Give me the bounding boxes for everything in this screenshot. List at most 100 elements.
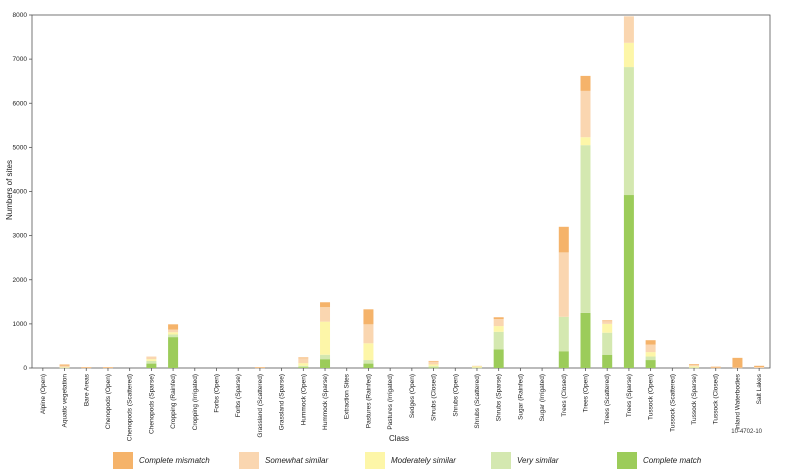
x-tick-label: Forbs (Open)	[214, 374, 221, 413]
bar-segment	[363, 309, 374, 325]
bar-segment	[558, 351, 569, 368]
x-tick-label: Shrubs (Sparse)	[496, 374, 503, 421]
y-tick-label: 5000	[13, 144, 28, 151]
x-tick-label: Inland Waterbodies	[734, 373, 741, 430]
y-tick-label: 8000	[13, 12, 28, 19]
bar-segment	[254, 367, 265, 368]
bar-segment	[493, 349, 504, 368]
legend-item: Somewhat similar	[239, 452, 328, 469]
bar-segment	[580, 75, 591, 91]
figure-code: 10-4702-10	[731, 429, 762, 435]
y-tick-label: 0	[23, 365, 27, 372]
bar-segment	[732, 367, 743, 369]
bar-segment	[59, 367, 70, 369]
legend-label: Moderately similar	[391, 456, 456, 465]
x-axis-ticks: Alpine (Open) Aquatic vegetation Bare Area…	[40, 368, 763, 441]
bar-segment	[168, 324, 179, 330]
x-tick-label: Grassland (Scattered)	[257, 374, 264, 438]
bar-segment	[623, 42, 634, 68]
bar-segment	[580, 90, 591, 138]
bar-segment	[81, 367, 92, 368]
bar-segment	[558, 316, 569, 352]
legend-label: Very similar	[517, 456, 559, 465]
bar-segment	[320, 359, 331, 368]
legend-item: Complete match	[617, 452, 702, 469]
x-tick-label: Trees (Sparse)	[626, 374, 633, 417]
bar-segment	[428, 360, 439, 362]
bar-segment	[298, 367, 309, 368]
bar-segment	[146, 359, 157, 361]
legend-item: Very similar	[491, 452, 559, 469]
legend-item: Complete mismatch	[113, 452, 210, 469]
x-tick-label: Extraction Sites	[344, 373, 351, 419]
bar-segment	[580, 137, 591, 146]
bar-segment	[602, 320, 613, 322]
bar-segment	[102, 367, 113, 368]
bar-segment	[471, 366, 482, 368]
bar-segment	[602, 323, 613, 333]
legend-swatch	[491, 452, 511, 469]
bar-segment	[645, 340, 656, 345]
bar-segment	[645, 356, 656, 361]
legend-label: Somewhat similar	[265, 456, 328, 465]
legend-swatch	[617, 452, 637, 469]
bar-segment	[363, 363, 374, 368]
bar-segment	[754, 367, 765, 368]
bar-segment	[320, 307, 331, 322]
x-tick-label: Tussock (Scattered)	[669, 374, 676, 432]
bar-segment	[558, 226, 569, 253]
bar-segment	[363, 360, 374, 364]
x-tick-label: Cropping (Rainfed)	[170, 374, 177, 429]
x-tick-label: Tussock (Open)	[648, 374, 655, 420]
x-tick-label: Pastures (Rainfed)	[365, 374, 372, 428]
bar-segment	[602, 321, 613, 324]
bar-segment	[363, 343, 374, 361]
bar-segment	[59, 367, 70, 368]
bar-segment	[689, 367, 700, 369]
y-tick-label: 6000	[13, 100, 28, 107]
x-tick-label: Salt Lakes	[756, 373, 763, 404]
y-axis-title: Numbers of sites	[5, 160, 14, 220]
x-tick-label: Trees (Closed)	[561, 374, 568, 417]
y-tick-label: 3000	[13, 233, 28, 240]
bar-segment	[81, 367, 92, 369]
legend-label: Complete mismatch	[139, 456, 210, 465]
legend-swatch	[365, 452, 385, 469]
x-tick-label: Alpine (Open)	[40, 374, 47, 414]
x-tick-label: Shrubs (Open)	[452, 374, 459, 417]
bar-segment	[254, 367, 265, 369]
legend-label: Complete match	[643, 456, 702, 465]
legend-swatch	[239, 452, 259, 469]
x-tick-label: Cropping (Irrigated)	[192, 374, 199, 430]
bar-segment	[298, 365, 309, 368]
bar-segment	[623, 67, 634, 196]
bar-segment	[363, 324, 374, 344]
bar-segment	[471, 365, 482, 367]
bar-segment	[710, 366, 721, 368]
bar-segment	[146, 360, 157, 364]
x-tick-label: Sugar (Rainfed)	[517, 374, 524, 420]
x-axis-title: Class	[389, 434, 409, 443]
bar-segment	[754, 365, 765, 368]
bar-segment	[168, 332, 179, 335]
x-tick-label: Trees (Open)	[583, 374, 590, 412]
bar-segment	[558, 252, 569, 317]
y-tick-label: 2000	[13, 277, 28, 284]
x-tick-label: Pastures (Irrigated)	[387, 374, 394, 430]
bar-segment	[732, 357, 743, 368]
bar-segment	[493, 331, 504, 350]
legend: Complete mismatch Somewhat similar Moderat…	[113, 452, 702, 469]
bar-segment	[428, 367, 439, 369]
bar-segment	[298, 363, 309, 366]
bar-segment	[710, 367, 721, 369]
plot-frame	[31, 14, 771, 369]
bar-segment	[298, 358, 309, 364]
bar-segment	[471, 367, 482, 369]
bar-segment	[623, 195, 634, 368]
x-tick-label: Grassland (Sparse)	[279, 374, 286, 430]
legend-item: Moderately similar	[365, 452, 456, 469]
bar-segment	[102, 367, 113, 369]
plot-area	[31, 14, 771, 369]
bar-segment	[645, 360, 656, 368]
